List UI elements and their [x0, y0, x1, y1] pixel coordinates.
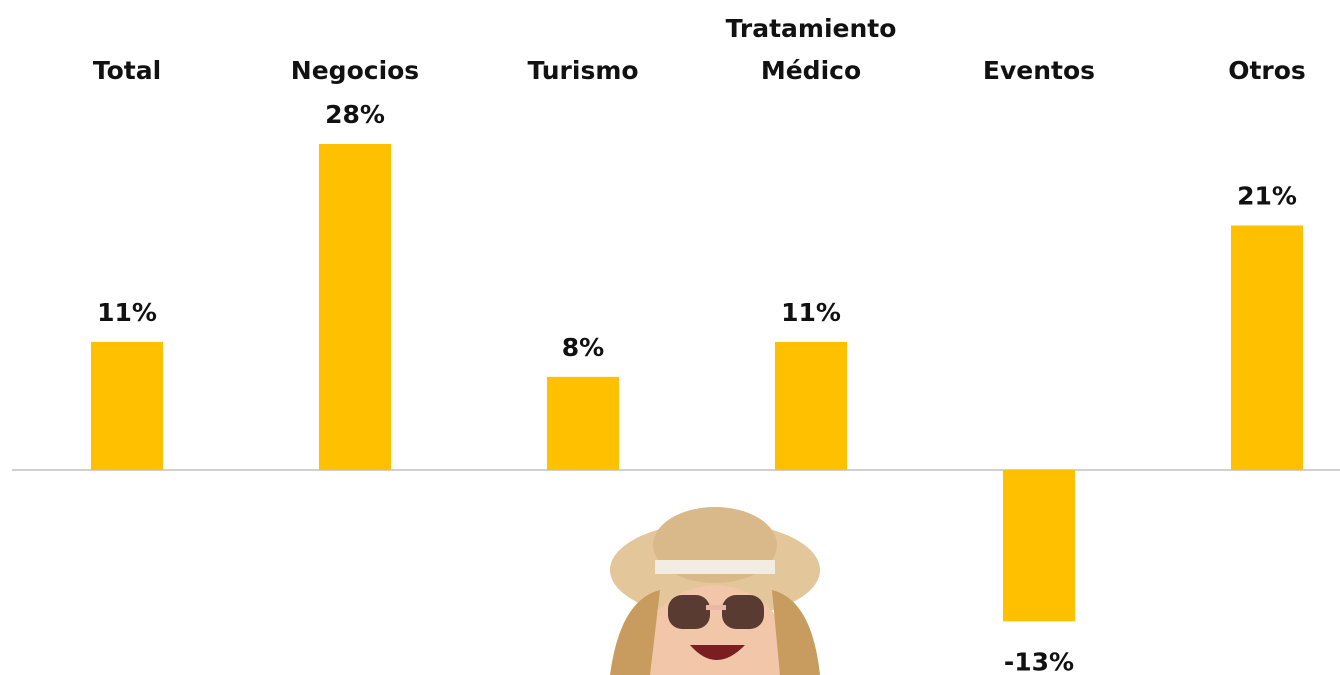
category-wrap: Negocios	[255, 0, 455, 92]
value-label: 21%	[1237, 182, 1297, 211]
bar	[91, 341, 163, 470]
category-label: Total	[92, 56, 162, 85]
bar	[547, 376, 619, 470]
category-wrap: Eventos	[939, 0, 1139, 92]
value-label: 28%	[325, 100, 385, 129]
value-label: 11%	[781, 298, 841, 327]
category-wrap: Otros	[1167, 0, 1340, 92]
category-wrap: Total	[27, 0, 227, 92]
category-wrap: Turismo	[483, 0, 683, 92]
bar	[775, 341, 847, 470]
category-label: Turismo	[527, 56, 639, 85]
bar	[319, 144, 391, 470]
value-label: 8%	[562, 333, 604, 362]
bar	[1003, 470, 1075, 622]
value-label: 11%	[97, 298, 157, 327]
category-label: Negocios	[290, 56, 420, 85]
bar	[1231, 225, 1303, 470]
value-label: -13%	[1004, 647, 1074, 675]
category-label: Eventos	[982, 56, 1096, 85]
category-wrap: Tratamiento Médico	[711, 0, 911, 92]
category-label: Otros	[1228, 56, 1306, 85]
category-label: Tratamiento Médico	[725, 14, 897, 85]
decorative-photo	[610, 507, 820, 675]
